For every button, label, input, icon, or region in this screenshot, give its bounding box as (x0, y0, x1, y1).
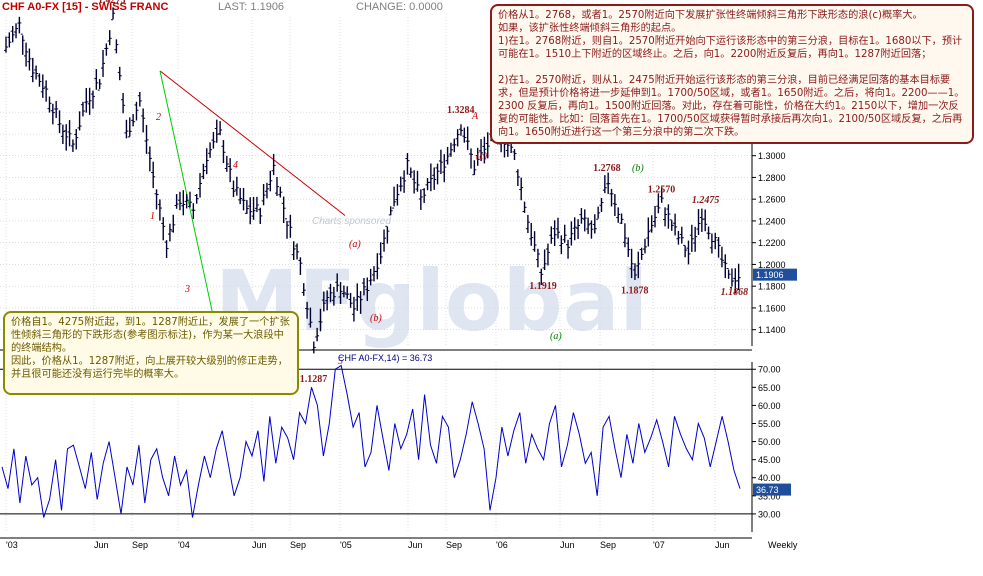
price-y-tick-label: 1.3000 (758, 151, 786, 161)
wave-label: (b) (370, 313, 382, 324)
x-tick-label: Sep (290, 540, 306, 550)
price-label: 1.1878 (621, 286, 649, 297)
osc-y-tick-label: 70.00 (758, 365, 781, 375)
osc-y-tick-label: 30.00 (758, 509, 781, 519)
x-tick-label: Sep (132, 540, 148, 550)
wave-label: 5 (338, 356, 343, 367)
price-label: 1.1919 (529, 281, 557, 292)
wave-label: (a) (550, 331, 562, 342)
trendline-lower (159, 70, 216, 325)
osc-y-tick-label: 45.00 (758, 455, 781, 465)
x-tick-label: Jun (560, 540, 575, 550)
chart-title: CHF A0-FX [15] - SWISS FRANC (2, 1, 169, 13)
price-label: 1.1868 (721, 287, 749, 298)
wave-label: (c) (476, 151, 488, 162)
price-label: 1.2570 (648, 184, 676, 195)
last-price-tag (753, 268, 797, 281)
price-y-tick-label: 1.2800 (758, 173, 786, 183)
price-label: 1.2768 (593, 163, 621, 174)
trendlines (159, 70, 346, 325)
x-tick-label: Weekly (768, 540, 798, 550)
price-y-tick-label: 1.1400 (758, 325, 786, 335)
price-label: 1.1287 (300, 374, 328, 385)
price-label: 1.2475 (692, 195, 720, 206)
price-y-tick-label: 1.1800 (758, 282, 786, 292)
oscillator-panel: CHF A0-FX,14) = 36.73 30.00 35.00 40.00 45.0… (0, 353, 791, 532)
x-tick-label: Sep (446, 540, 462, 550)
last-price-tag-label: 1.1906 (756, 270, 784, 280)
x-tick-label: Jun (252, 540, 267, 550)
x-tick-label: '04 (178, 540, 190, 550)
wave-label: A (471, 111, 479, 122)
osc-y-tick-label: 40.00 (758, 473, 781, 483)
osc-y-tick-label: 65.00 (758, 383, 781, 393)
wave-label: (b) (632, 163, 644, 174)
x-tick-label: '06 (496, 540, 508, 550)
osc-y-tick-label: 35.00 (758, 491, 781, 501)
wave-label: (a) (349, 239, 361, 250)
grid-lines (0, 17, 752, 532)
osc-y-tick-label: 50.00 (758, 437, 781, 447)
price-y-tick-label: 1.2000 (758, 260, 786, 270)
x-tick-label: Jun (94, 540, 109, 550)
wave-label: 1 (150, 211, 155, 222)
oscillator-line (1, 364, 741, 518)
wave-label: 3 (184, 284, 190, 295)
oscillator-title: CHF A0-FX,14) = 36.73 (338, 353, 432, 363)
x-tick-label: Sep (600, 540, 616, 550)
x-tick-label: Jun (408, 540, 423, 550)
osc-y-tick-label: 60.00 (758, 401, 781, 411)
wave-label: 4 (233, 160, 238, 171)
price-change: CHANGE: 0.0000 (356, 1, 443, 13)
analysis-note-left: 价格自1。4275附近起，到1。1287附近止，发展了一个扩张性倾斜三角形的下跌… (3, 311, 299, 395)
price-y-tick-label: 1.2200 (758, 238, 786, 248)
price-label: 1.3284 (447, 105, 475, 116)
x-tick-label: Jun (715, 540, 730, 550)
analysis-note-main: 价格从1。2768，或者1。2570附近向下发展扩张性终端倾斜三角形下跌形态的浪… (490, 4, 974, 144)
price-y-tick-label: 1.2600 (758, 195, 786, 205)
osc-last-tag-label: 36.73 (756, 485, 779, 495)
price-y-tick-label: 1.1600 (758, 303, 786, 313)
price-label: 1.4275 (98, 0, 126, 6)
x-tick-label: '07 (653, 540, 665, 550)
osc-y-tick-label: 55.00 (758, 419, 781, 429)
wave-label: 2 (156, 112, 161, 123)
last-price: LAST: 1.1906 (218, 1, 285, 13)
trendline-upper (159, 70, 346, 216)
annotations: 1.4275 1.3284 1.2768 1.2570 1.2475 1.1919 1.18… (98, 0, 748, 385)
watermark-sponsor: Charts sponsored (312, 216, 391, 227)
axes: '03 Jun Sep '04 Jun Sep '05 Jun Sep '06 Jun Sep '07 J… (0, 17, 798, 550)
x-tick-label: '03 (6, 540, 18, 550)
x-tick-label: '05 (340, 540, 352, 550)
osc-last-tag (753, 483, 791, 496)
price-y-tick-label: 1.2400 (758, 216, 786, 226)
price-bars (4, 7, 741, 354)
